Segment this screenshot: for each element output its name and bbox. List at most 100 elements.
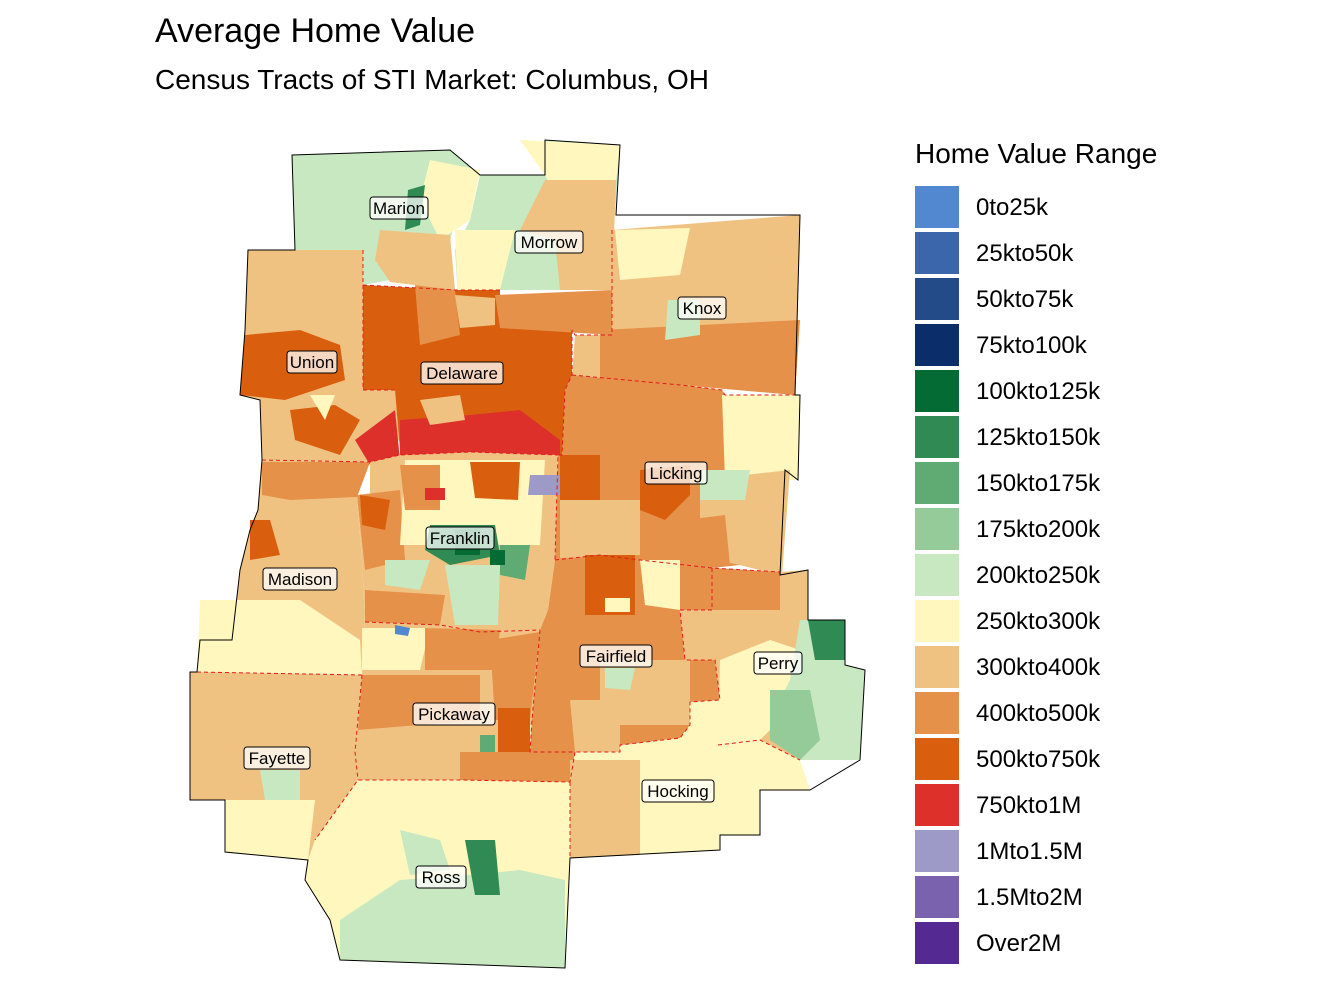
county-label-text: Morrow (521, 233, 578, 252)
tract (480, 735, 495, 752)
legend-swatch (915, 278, 959, 320)
county-boundary (571, 230, 613, 336)
legend-swatch (915, 830, 959, 872)
county-label-pickaway: Pickaway (412, 702, 496, 726)
legend-label: 400kto500k (976, 700, 1101, 727)
tract (490, 632, 540, 720)
county-boundary (364, 621, 541, 633)
chart-title: Average Home Value (155, 12, 476, 50)
legend-title: Home Value Range (915, 138, 1158, 169)
county-label-text: Ross (422, 868, 461, 887)
legend-swatch (915, 186, 959, 228)
legend-label: 0to25k (976, 194, 1049, 221)
legend-label: 75kto100k (976, 332, 1087, 359)
legend-label: 500kto750k (976, 746, 1101, 773)
tract (685, 515, 730, 565)
legend-swatch (915, 922, 959, 964)
legend-label: 150kto175k (976, 470, 1101, 497)
legend-label: 50kto75k (976, 286, 1074, 313)
legend-swatch (915, 554, 959, 596)
tract (640, 560, 680, 610)
legend-label: 125kto150k (976, 424, 1101, 451)
legend-label: 100kto125k (976, 378, 1101, 405)
legend-swatch (915, 232, 959, 274)
legend-swatch (915, 370, 959, 412)
tract (600, 320, 800, 395)
county-label-text: Perry (758, 654, 799, 673)
county-label-text: Knox (683, 299, 722, 318)
tract (290, 405, 360, 455)
tract (605, 668, 635, 690)
legend-label: Over2M (976, 930, 1062, 957)
tract (570, 700, 620, 752)
tract (425, 488, 445, 500)
legend-label: 1Mto1.5M (976, 838, 1083, 865)
county-boundary (529, 629, 575, 753)
legend-label: 300kto400k (976, 654, 1101, 681)
tract (560, 455, 600, 500)
county-label-text: Madison (268, 570, 332, 589)
county-boundary (554, 330, 573, 561)
tract (455, 295, 495, 328)
tract (500, 545, 530, 580)
tract (362, 628, 430, 670)
tract (712, 568, 780, 610)
legend-swatch (915, 324, 959, 366)
legend-swatch (915, 646, 959, 688)
tract (700, 470, 750, 500)
tract (260, 770, 300, 800)
tract (570, 760, 640, 858)
tract (490, 550, 505, 565)
tract (385, 560, 430, 590)
tract (445, 565, 500, 625)
legend-label: 25kto50k (976, 240, 1074, 267)
legend-label: 250kto300k (976, 608, 1101, 635)
legend-swatch (915, 462, 959, 504)
county-label-union: Union (286, 350, 338, 374)
county-label-text: Fayette (249, 749, 306, 768)
chart-subtitle: Census Tracts of STI Market: Columbus, O… (155, 64, 709, 95)
tract (498, 708, 530, 752)
county-boundary (575, 568, 721, 753)
county-label-text: Hocking (647, 782, 708, 801)
county-boundary (362, 250, 395, 391)
tract (310, 395, 335, 420)
tract (605, 598, 630, 612)
county-label-text: Franklin (430, 529, 490, 548)
legend-label: 1.5Mto2M (976, 884, 1083, 911)
county-label-morrow: Morrow (514, 230, 584, 254)
tract (420, 395, 465, 425)
county-labels: Marion Morrow Knox Union Delaware Lickin… (243, 196, 803, 889)
legend-label: 175kto200k (976, 516, 1101, 543)
tract (355, 410, 400, 465)
tract (415, 285, 460, 345)
tract (425, 628, 500, 670)
choropleth-map: Marion Morrow Knox Union Delaware Lickin… (189, 139, 866, 969)
county-label-text: Pickaway (418, 705, 490, 724)
tract (395, 625, 410, 636)
county-boundary (261, 451, 559, 463)
tract (495, 290, 612, 335)
legend-swatch (915, 784, 959, 826)
county-label-fairfield: Fairfield (579, 644, 653, 668)
county-boundary (354, 674, 363, 781)
county-label-ross: Ross (415, 865, 467, 889)
map-base (190, 140, 865, 968)
tract (365, 590, 445, 625)
tract (400, 830, 450, 875)
legend-swatch (915, 692, 959, 734)
county-boundary (362, 284, 500, 291)
county-label-licking: Licking (644, 461, 708, 485)
county-label-knox: Knox (677, 296, 727, 320)
county-label-perry: Perry (753, 651, 803, 675)
market-outline (189, 139, 866, 969)
tract (250, 520, 280, 560)
tract (770, 690, 820, 760)
county-label-marion: Marion (369, 196, 429, 220)
tract (340, 870, 565, 968)
county-label-hocking: Hocking (641, 779, 715, 803)
legend-swatch (915, 508, 959, 550)
tract (225, 800, 315, 860)
tract (722, 395, 800, 480)
county-label-text: Union (290, 353, 334, 372)
